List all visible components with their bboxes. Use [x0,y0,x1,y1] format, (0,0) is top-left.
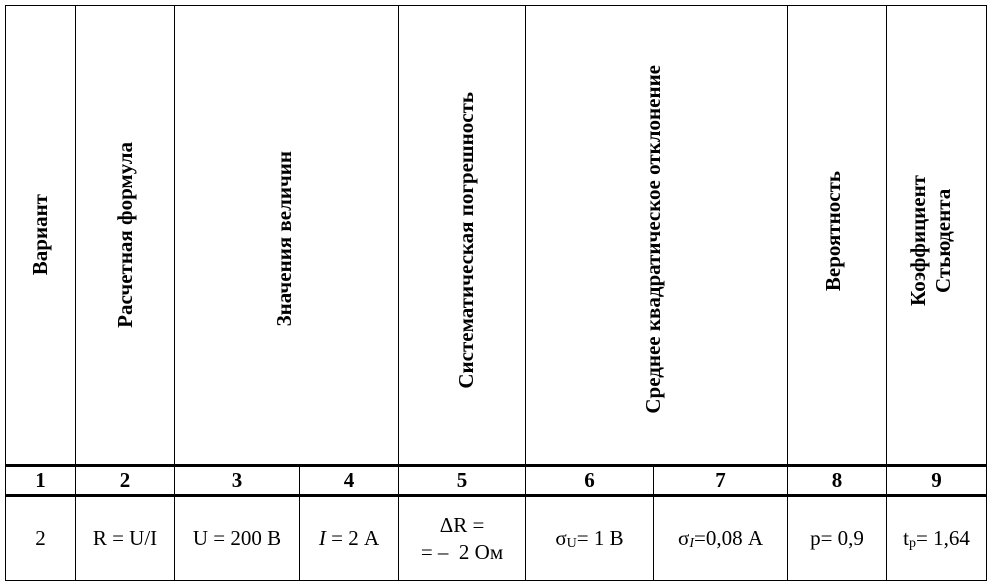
col-divider [75,5,76,581]
col-divider [525,5,526,581]
cell-student-coefficient: t p = 1,64 [903,526,970,551]
cell-sigma-u: σ U = 1 В [555,526,624,551]
col-number-9: 9 [931,468,942,492]
table-border-bottom [5,580,987,581]
col-number-2: 2 [119,468,131,492]
header-variant: Вариант [28,194,52,276]
table-border-right [986,5,987,581]
col-number-7: 7 [715,468,726,492]
cell-voltage: U = 200 В [192,526,282,550]
cell-probability: p= 0,9 [810,526,864,550]
col-divider [653,464,654,581]
header-probability: Вероятность [820,170,845,292]
header-divider [5,464,987,467]
col-number-5: 5 [456,468,468,492]
col-divider [886,5,887,581]
col-number-6: 6 [584,468,595,492]
col-divider [787,5,788,581]
col-divider [174,5,175,581]
col-number-8: 8 [831,468,843,492]
cell-sigma-i: σ I =0,08 А [677,526,763,551]
cell-systematic-error: ΔR = = – 2 Ом [420,512,504,564]
table-border-left [5,5,6,581]
cell-current: I = 2 А [318,526,380,550]
col-divider [398,5,399,581]
header-student-coefficient: Коэффициент Стьюдента [905,174,955,306]
col-divider [299,464,300,581]
header-std-deviation: Среднее квадратическое отклонение [641,64,665,414]
header-values: Значения величин [272,151,296,327]
col-number-1: 1 [35,468,46,492]
cell-variant: 2 [35,526,46,550]
table-border-top [5,5,987,6]
cell-formula: R = U/I [92,526,158,550]
header-formula: Расчетная формула [112,142,137,328]
col-number-3: 3 [231,468,243,492]
header-systematic-error: Систематическая погрешность [453,91,478,389]
number-row-divider [5,494,987,497]
col-number-4: 4 [343,468,355,492]
